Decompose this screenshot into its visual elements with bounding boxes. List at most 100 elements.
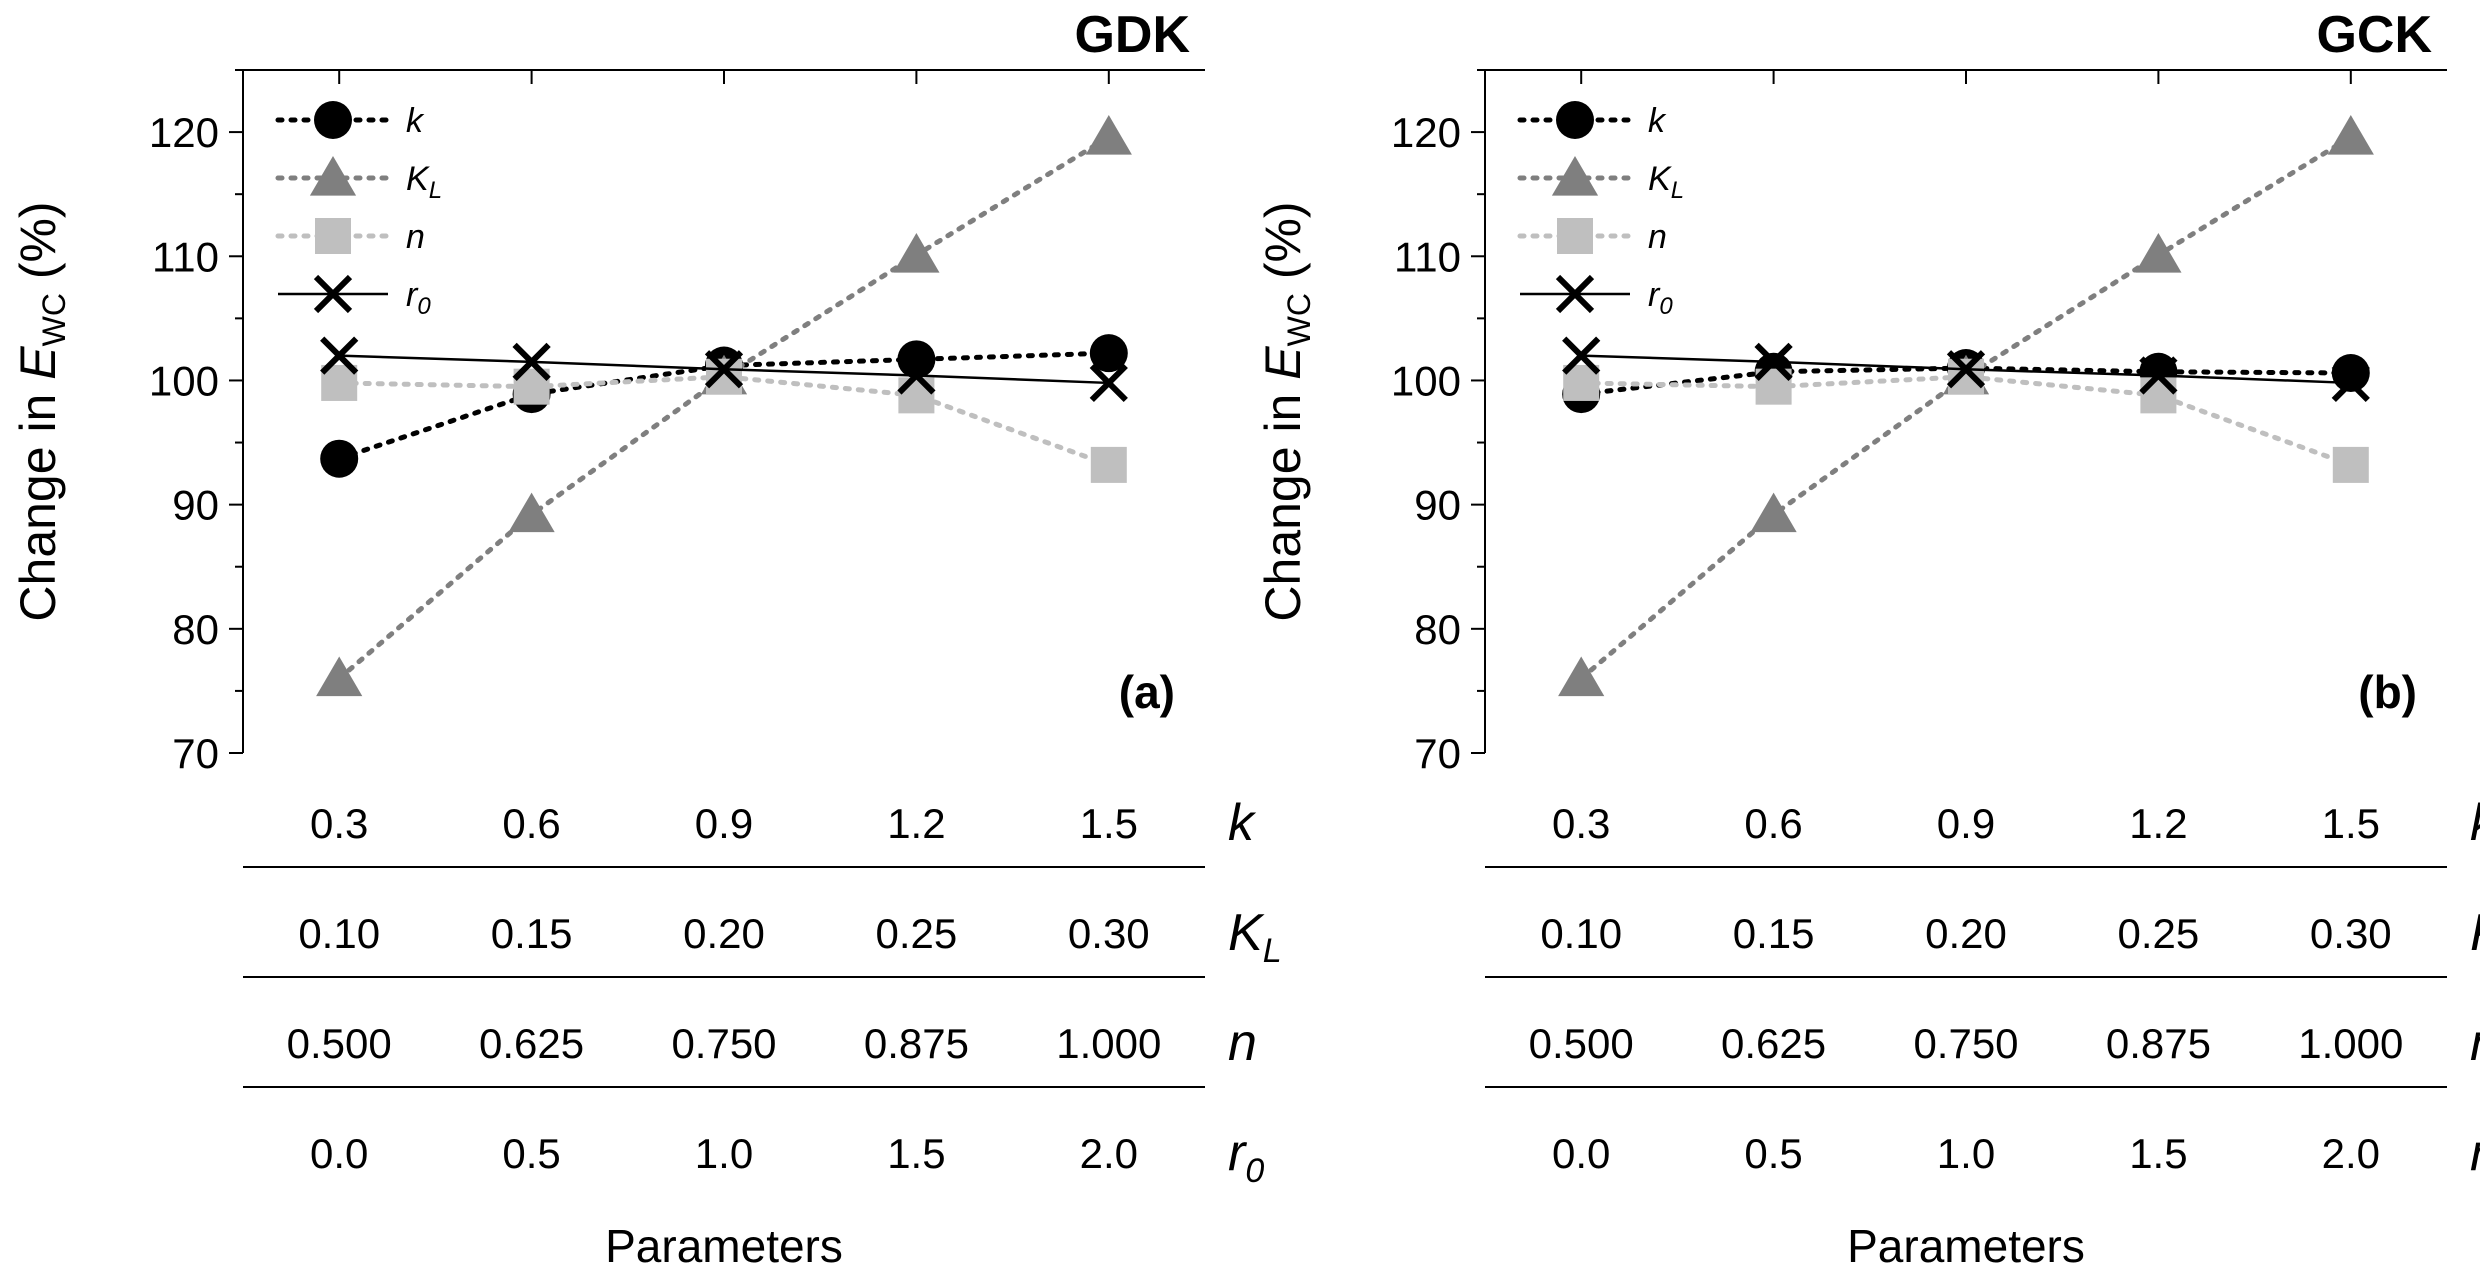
data-point-n (706, 358, 742, 395)
x-tick-label: 0.500 (287, 1020, 392, 1067)
parameter-row-name: n (1228, 1014, 1257, 1072)
y-axis-label: Change in EWC (%) (10, 201, 72, 621)
x-tick-label: 0.625 (1721, 1020, 1826, 1067)
legend-marker (1555, 274, 1595, 314)
parameter-row-name: KL (1228, 904, 1282, 970)
y-tick-label: 100 (149, 357, 219, 404)
y-tick-label: 90 (172, 482, 219, 529)
series-line-n (336, 374, 1112, 468)
x-tick-label: 0.875 (2106, 1020, 2211, 1067)
y-tick-label: 80 (1414, 606, 1461, 653)
x-tick-label: 0.10 (298, 910, 380, 957)
panel-title: GDK (1074, 6, 1190, 64)
y-tick-label: 70 (1414, 730, 1461, 777)
x-tick-label: 2.0 (1080, 1130, 1138, 1177)
panel-b: 70 80 90 100 110 120 Change in EWC (%) GCK (b) kK… (1255, 6, 2480, 1270)
data-point-r0 (897, 356, 936, 395)
data-point-KL (893, 233, 940, 273)
x-tick-label: 0.625 (479, 1020, 584, 1067)
legend-marker (313, 274, 353, 314)
legend-label: n (406, 218, 425, 256)
x-tick-label: 1.5 (2129, 1130, 2187, 1177)
legend-entry: n (1517, 218, 1667, 256)
panel-label: (b) (2358, 666, 2417, 718)
x-tick-label: 0.10 (1540, 910, 1622, 957)
series-r0 (1562, 336, 2370, 403)
data-point-KL (2327, 115, 2374, 155)
x-tick-label: 0.750 (1913, 1020, 2018, 1067)
y-tick-label: 90 (1414, 482, 1461, 529)
x-tick-label: 0.875 (864, 1020, 969, 1067)
x-tick-label: 0.25 (2118, 910, 2200, 957)
y-tick-label: 100 (1391, 357, 1461, 404)
legend-label: r0 (1648, 276, 1673, 320)
x-tick-label: 0.500 (1529, 1020, 1634, 1067)
legend-entry: r0 (1520, 274, 1673, 320)
legend-marker (1551, 156, 1599, 196)
x-tick-label: 0.0 (310, 1130, 368, 1177)
parameter-row-name: k (1228, 794, 1257, 852)
legend-marker (314, 101, 352, 139)
x-tick-label: 0.15 (1733, 910, 1815, 957)
legend-label: k (1648, 102, 1667, 140)
y-tick-label: 80 (172, 606, 219, 653)
y-tick-label: 110 (152, 233, 219, 280)
series-line-n (1578, 374, 2354, 468)
legend-entry: KL (275, 156, 442, 204)
data-point-r0 (1089, 363, 1128, 403)
x-tick-label: 0.9 (1937, 800, 1995, 847)
x-tick-label: 0.3 (310, 800, 368, 847)
data-point-n (898, 377, 935, 414)
data-point-n (2140, 377, 2177, 414)
x-axis-title: Parameters (605, 1220, 843, 1270)
y-tick-label: 120 (1391, 109, 1461, 156)
data-point-KL (1558, 656, 1605, 697)
x-tick-label: 0.6 (1744, 800, 1802, 847)
x-tick-label: 0.6 (502, 800, 560, 847)
x-tick-label: 0.750 (671, 1020, 776, 1067)
x-tick-label: 1.5 (2322, 800, 2380, 847)
x-tick-label: 1.0 (695, 1130, 753, 1177)
legend-label: KL (406, 160, 442, 204)
data-point-r0 (1754, 342, 1793, 381)
legend-entry: k (1517, 101, 1667, 140)
legend-marker (1557, 218, 1593, 254)
parameter-row-name: n (2470, 1014, 2480, 1072)
data-point-r0 (2139, 356, 2178, 395)
y-tick-label: 110 (1394, 233, 1461, 280)
parameter-row-name: r0 (2470, 1124, 2480, 1190)
data-point-KL (2135, 233, 2182, 273)
data-point-r0 (1562, 336, 1601, 375)
series-line-k (1578, 365, 2354, 397)
x-tick-label: 0.9 (695, 800, 753, 847)
data-point-r0 (704, 350, 744, 389)
data-point-KL (316, 656, 363, 697)
legend-marker (1556, 101, 1594, 139)
series-n (321, 358, 1127, 483)
legend-entry: KL (1517, 156, 1684, 204)
data-point-k (320, 439, 359, 478)
data-point-n (2332, 446, 2369, 483)
x-tick-label: 0.5 (502, 1130, 560, 1177)
data-point-r0 (1946, 350, 1986, 389)
x-tick-label: 1.5 (887, 1130, 945, 1177)
x-tick-label: 0.30 (2310, 910, 2392, 957)
x-tick-label: 0.3 (1552, 800, 1610, 847)
legend-entry: k (275, 101, 425, 140)
y-tick-label: 70 (172, 730, 219, 777)
x-tick-label: 1.0 (1937, 1130, 1995, 1177)
y-tick-label: 120 (149, 109, 219, 156)
x-tick-label: 1.2 (887, 800, 945, 847)
panel-title: GCK (2316, 6, 2432, 64)
y-axis-label: Change in EWC (%) (1255, 201, 1317, 621)
legend-marker (309, 156, 357, 196)
legend-label: n (1648, 218, 1667, 256)
data-point-r0 (512, 342, 551, 381)
data-point-KL (1750, 492, 1797, 533)
legend-marker (315, 218, 351, 254)
parameter-row-name: r0 (1228, 1124, 1264, 1190)
data-point-k (1089, 334, 1128, 373)
data-point-n (1948, 358, 1984, 395)
series-line-KL (336, 134, 1112, 681)
